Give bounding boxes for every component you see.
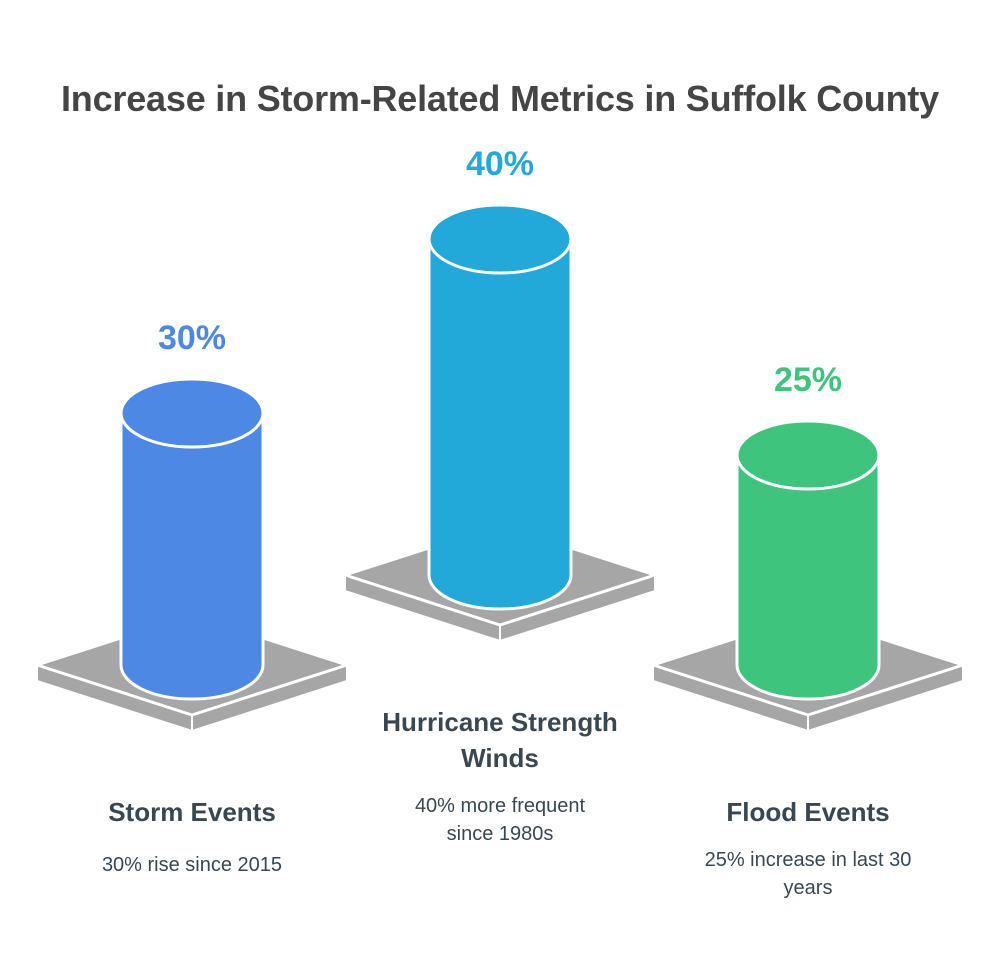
value-label-hurricane-strength-winds: 40% (466, 145, 534, 183)
chart-title: Increase in Storm-Related Metrics in Suf… (61, 78, 939, 119)
bar-top-storm-events (119, 377, 265, 449)
cylinder-hurricane-strength-winds: 40% (343, 145, 657, 642)
description-hurricane-winds: 40% more frequent since 1980s (414, 795, 586, 845)
value-label-flood-events: 25% (774, 361, 842, 399)
category-label-storm-events: Storm Events (108, 797, 276, 827)
bar-hurricane-strength-winds (427, 237, 573, 611)
category-label-hurricane-winds: Hurricane Strength Winds (382, 707, 618, 773)
pedestal-hurricane-strength-winds (343, 523, 657, 642)
value-label-storm-events: 30% (158, 319, 226, 357)
cylinder-storm-events: 30% (35, 319, 349, 732)
description-storm-events: 30% rise since 2015 (101, 854, 283, 876)
description-flood-events: 25% increase in last 30 years (704, 849, 912, 899)
cylinder-flood-events: 25% (651, 361, 965, 732)
bar-flood-events (735, 453, 881, 701)
bar-top-flood-events (735, 419, 881, 491)
bar-top-hurricane-strength-winds (427, 203, 573, 275)
bar-storm-events (119, 411, 265, 701)
category-label-flood-events: Flood Events (726, 797, 890, 827)
